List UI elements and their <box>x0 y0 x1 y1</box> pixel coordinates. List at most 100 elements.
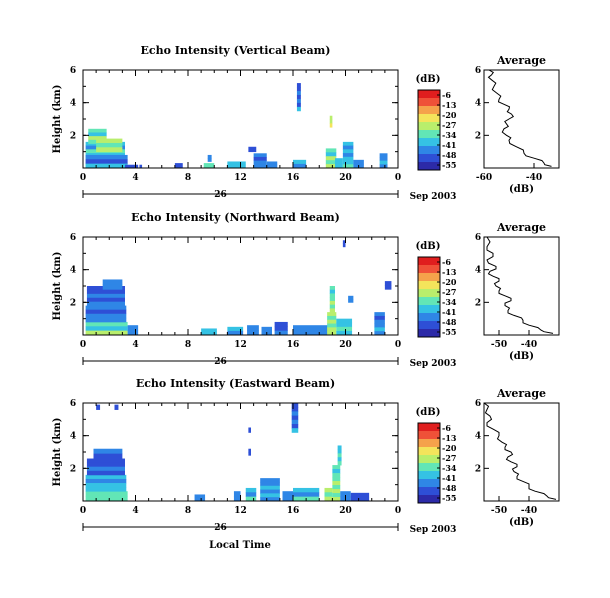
echo-cell <box>247 330 259 336</box>
colorbar-label: -41 <box>442 140 456 150</box>
colorbar-band <box>418 463 440 472</box>
echo-cell <box>291 424 299 429</box>
x-tick-label: 20 <box>339 506 352 516</box>
echo-cell <box>245 487 257 493</box>
profile-y-tick-label: 2 <box>475 464 481 474</box>
echo-cell <box>332 469 341 474</box>
colorbar-frame <box>417 89 441 171</box>
panel-title: Echo Intensity (Vertical Beam) <box>140 44 330 57</box>
colorbar: (dB)-6-13-20-27-34-41-48-55 <box>416 407 457 504</box>
echo-cell <box>384 285 392 290</box>
profile-y-tick-label: 4 <box>475 99 481 109</box>
profile-x-tick-label: -50 <box>491 506 507 516</box>
echo-cell <box>85 491 128 497</box>
x-tick-label: 0 <box>80 340 86 350</box>
x-tick-label: 4 <box>132 340 138 350</box>
echo-cell <box>194 497 206 502</box>
colorbar-label: -27 <box>442 453 456 463</box>
echo-cell <box>96 142 123 148</box>
colorbar-label: -6 <box>442 90 451 100</box>
echo-cell <box>248 427 251 433</box>
echo-cell <box>342 145 354 150</box>
echo-cell <box>93 448 123 455</box>
echo-cell <box>296 94 301 100</box>
echo-cell <box>332 493 341 498</box>
colorbar-band <box>418 431 440 440</box>
x-tick-label: 16 <box>287 506 300 516</box>
profile-y-tick-label: 2 <box>475 298 481 308</box>
y-tick-label: 6 <box>70 233 76 243</box>
echo-cell <box>342 240 346 244</box>
echo-cell <box>325 152 337 157</box>
colorbar-band <box>418 162 440 171</box>
echo-cell <box>336 326 353 332</box>
echo-cell <box>291 419 299 425</box>
colorbar-band <box>418 313 440 322</box>
y-tick-label: 2 <box>70 131 76 141</box>
echo-cell <box>374 327 385 332</box>
echo-cell <box>245 492 257 498</box>
echo-cell <box>329 289 335 294</box>
colorbar-label: -6 <box>442 423 451 433</box>
colorbar: (dB)-6-13-20-27-34-41-48-55 <box>416 74 457 171</box>
colorbar-unit: (dB) <box>416 241 441 252</box>
echo-cell <box>329 115 333 120</box>
echo-cell <box>282 491 293 497</box>
profile-title: Average <box>496 387 546 400</box>
echo-cell <box>266 161 278 166</box>
echo-cell <box>245 496 257 502</box>
echo-cell <box>85 483 127 488</box>
echo-cell <box>353 159 364 165</box>
echo-cell <box>88 136 107 141</box>
panel-title: Echo Intensity (Eastward Beam) <box>136 377 335 390</box>
panel-2: Echo Intensity (Northward Beam)0 4 8 12 16 20… <box>52 211 560 369</box>
echo-cell <box>379 164 388 169</box>
profile-y-tick-label: 6 <box>475 233 481 243</box>
echo-cell <box>85 159 128 165</box>
echo-cell <box>340 491 351 497</box>
echo-cell <box>329 300 335 306</box>
echo-cell <box>342 160 354 165</box>
date-label: Sep 2003 <box>410 192 457 202</box>
profile-frame <box>483 236 560 336</box>
x-tick-label: 16 <box>287 340 300 350</box>
colorbar-unit: (dB) <box>416 74 441 85</box>
x-tick-label: 12 <box>234 340 247 350</box>
colorbar-label: -48 <box>442 150 457 160</box>
profile-x-label: (dB) <box>509 184 534 195</box>
colorbar-label: -13 <box>442 100 457 110</box>
x-tick-label: 0 <box>395 173 401 183</box>
echo-cell <box>261 326 272 332</box>
echo-cell <box>342 243 346 248</box>
y-tick-label: 6 <box>70 399 76 409</box>
echo-cell <box>274 321 288 327</box>
x-tick-label: 12 <box>234 173 247 183</box>
echo-cell <box>86 297 125 303</box>
echo-cell <box>342 149 354 154</box>
echo-cell <box>335 163 343 169</box>
echo-cell <box>296 102 301 108</box>
echo-cell <box>260 493 280 498</box>
echo-cell <box>374 331 385 336</box>
echo-cell <box>85 309 127 315</box>
echo-cell <box>350 496 370 502</box>
echo-cell <box>374 315 385 321</box>
echo-cell <box>274 330 288 336</box>
echo-cell <box>374 312 385 317</box>
echo-cell <box>379 160 388 165</box>
echo-cell <box>332 477 341 482</box>
echo-cell <box>291 415 299 421</box>
echo-cell <box>125 164 139 169</box>
echo-cell <box>253 156 267 162</box>
colorbar-band <box>418 130 440 139</box>
colorbar-label: -41 <box>442 473 456 483</box>
echo-cell <box>342 156 354 161</box>
echo-cell <box>85 313 127 319</box>
echo-cell <box>174 163 183 169</box>
echo-cell <box>260 485 280 490</box>
echo-cell <box>207 154 212 159</box>
echo-cell <box>329 123 333 128</box>
x-tick-label: 20 <box>339 340 352 350</box>
echo-cell <box>227 164 246 169</box>
